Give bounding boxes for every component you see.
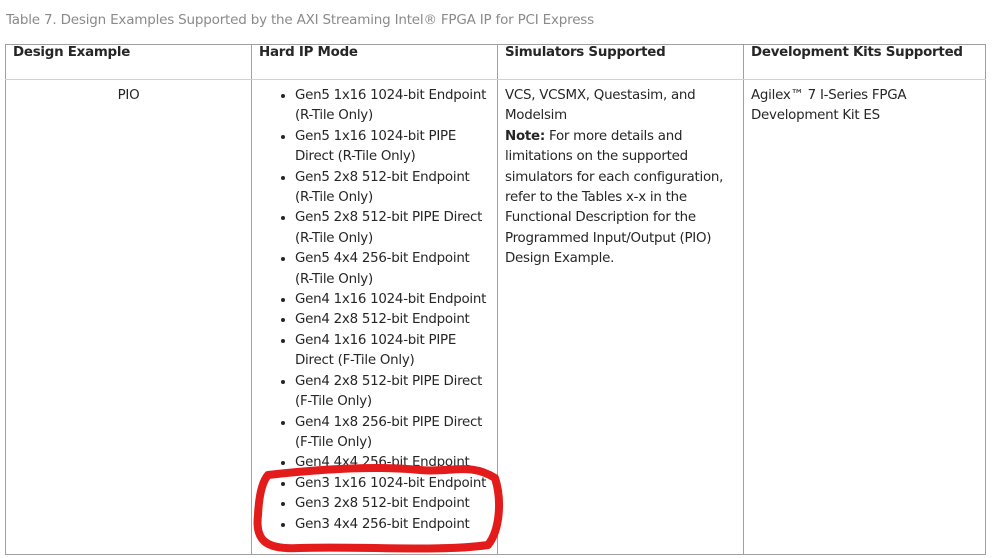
- hard-ip-mode-item: Gen5 1x16 1024-bit Endpoint (R-Tile Only…: [295, 86, 490, 127]
- design-examples-table: Design Example Hard IP Mode Simulators S…: [5, 44, 986, 555]
- note-text: For more details and limitations on the …: [505, 128, 724, 267]
- hard-ip-mode-item: Gen5 1x16 1024-bit PIPE Direct (R-Tile O…: [295, 127, 490, 168]
- table-row: PIO Gen5 1x16 1024-bit Endpoint (R-Tile …: [5, 79, 986, 555]
- hard-ip-mode-item: Gen4 2x8 512-bit PIPE Direct (F-Tile Onl…: [295, 372, 490, 413]
- dev-kits-cell: Agilex™ 7 I-Series FPGA Development Kit …: [743, 79, 986, 555]
- header-hard-ip-mode: Hard IP Mode: [251, 44, 498, 80]
- hard-ip-mode-item: Gen4 2x8 512-bit Endpoint: [295, 310, 490, 330]
- table-header-row: Design Example Hard IP Mode Simulators S…: [5, 44, 986, 80]
- header-simulators: Simulators Supported: [497, 44, 744, 80]
- hard-ip-mode-item: Gen3 4x4 256-bit Endpoint: [295, 515, 490, 535]
- table-caption: Table 7. Design Examples Supported by th…: [6, 12, 594, 28]
- hard-ip-mode-item: Gen5 2x8 512-bit Endpoint (R-Tile Only): [295, 168, 490, 209]
- simulators-text: VCS, VCSMX, Questasim, and Modelsim: [505, 88, 696, 124]
- hard-ip-mode-list: Gen5 1x16 1024-bit Endpoint (R-Tile Only…: [259, 86, 490, 535]
- hard-ip-mode-cell: Gen5 1x16 1024-bit Endpoint (R-Tile Only…: [251, 79, 498, 555]
- hard-ip-mode-item: Gen3 2x8 512-bit Endpoint: [295, 494, 490, 514]
- note-label: Note:: [505, 128, 545, 144]
- hard-ip-mode-item: Gen5 2x8 512-bit PIPE Direct (R-Tile Onl…: [295, 208, 490, 249]
- hard-ip-mode-item: Gen4 1x16 1024-bit Endpoint: [295, 290, 490, 310]
- hard-ip-mode-item: Gen3 1x16 1024-bit Endpoint: [295, 474, 490, 494]
- header-dev-kits: Development Kits Supported: [743, 44, 986, 80]
- hard-ip-mode-item: Gen5 4x4 256-bit Endpoint (R-Tile Only): [295, 249, 490, 290]
- design-example-cell: PIO: [5, 79, 252, 555]
- simulators-cell: VCS, VCSMX, Questasim, and Modelsim Note…: [497, 79, 744, 555]
- header-design-example: Design Example: [5, 44, 252, 80]
- simulators-note: Note: For more details and limitations o…: [505, 127, 736, 270]
- hard-ip-mode-item: Gen4 1x16 1024-bit PIPE Direct (F-Tile O…: [295, 331, 490, 372]
- hard-ip-mode-item: Gen4 1x8 256-bit PIPE Direct (F-Tile Onl…: [295, 413, 490, 454]
- hard-ip-mode-item: Gen4 4x4 256-bit Endpoint: [295, 453, 490, 473]
